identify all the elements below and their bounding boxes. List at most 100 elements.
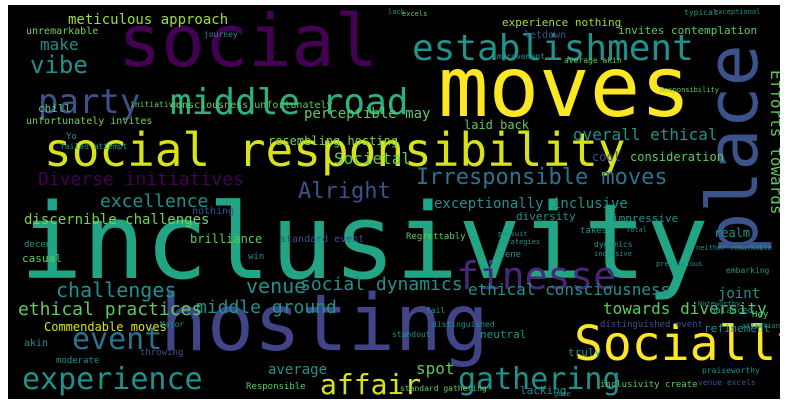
word-finesse: finesse xyxy=(456,254,617,298)
word-diversity: diversity xyxy=(516,210,576,223)
word-impressive: impressive xyxy=(612,212,679,225)
word-joint: joint xyxy=(718,286,761,302)
word-middle-road: middle road xyxy=(170,82,409,123)
word-casual: casual xyxy=(22,252,62,265)
word-improvement: improvement xyxy=(492,52,545,61)
word-standout: standout xyxy=(392,330,431,339)
word-nothing: nothing xyxy=(192,206,235,217)
word-prestigious: prestigious xyxy=(656,260,703,268)
word-truly: truly xyxy=(568,346,602,359)
word-initiatives: initiatives xyxy=(130,100,183,109)
word-praiseworthy: praiseworthy xyxy=(702,366,760,375)
word-experience: experience xyxy=(22,362,203,397)
word-neutral: neutral xyxy=(480,328,527,341)
word-excels: excels xyxy=(402,10,428,18)
word-decent: decent xyxy=(24,240,57,250)
word-cloud: inclusivity hosting moves social social … xyxy=(8,5,780,399)
word-yo: Yo xyxy=(66,132,77,142)
word-distinguished: distinguished xyxy=(432,320,495,329)
word-consciousness-unfortunately: consciousness unfortunately xyxy=(170,100,333,111)
word-neither-remarkable: neither remarkable xyxy=(696,244,772,252)
word-inclusivity-create: inclusivity create xyxy=(600,380,698,390)
word-party: party xyxy=(38,82,141,122)
word-average-akin: average akin xyxy=(564,56,622,65)
word-chill: chill xyxy=(38,102,72,115)
word-responsible: Responsible xyxy=(246,382,306,392)
word-efforts-towards: Efforts towards xyxy=(767,70,780,215)
word-experience-nothing: experience nothing xyxy=(502,16,622,29)
word-distinguished-event: distinguished event xyxy=(600,320,703,330)
word-hosting: hosting xyxy=(160,279,489,369)
word-challenges: challenges xyxy=(56,278,177,302)
word-exceptional: exceptional xyxy=(714,8,761,16)
word-middle-ground: middle ground xyxy=(196,297,337,318)
word-venue-excels: venue excels xyxy=(698,378,756,387)
word-social-dynamics: social dynamics xyxy=(300,274,463,295)
word-perceptible-may: perceptible may xyxy=(304,106,431,122)
word-total: Total xyxy=(626,226,648,234)
word-brilliance: brilliance xyxy=(190,232,263,246)
word-pursuit: pursuit xyxy=(498,230,528,238)
word-throwing: throwing xyxy=(140,348,184,358)
word-strategies: strategies xyxy=(498,238,541,246)
word-towards-diversity: towards diversity xyxy=(603,299,767,318)
word-scene: scene xyxy=(494,250,522,260)
word-unremarkable: unremarkable xyxy=(26,26,99,37)
word-vibe: vibe xyxy=(30,51,88,79)
word-resembling-hosting: resembling hosting xyxy=(268,134,399,148)
word-gathering: gathering xyxy=(458,362,621,397)
word-akin: akin xyxy=(24,338,49,349)
word-embarking: embarking xyxy=(726,266,770,275)
word-discernible-challenges: discernible challenges xyxy=(24,212,210,228)
word-major: Major xyxy=(160,320,185,329)
word-lack: lack xyxy=(388,8,405,16)
word-ethical-practices: ethical practices xyxy=(18,299,203,320)
word-spot: spot xyxy=(416,359,455,378)
word-social-responsibility: social responsibility xyxy=(44,123,626,177)
word-commendable-moves: Commendable moves xyxy=(44,320,167,334)
word-social: social xyxy=(118,5,379,83)
word-affair: affair xyxy=(320,368,422,399)
word-make: make xyxy=(40,35,79,54)
word-moderate: moderate xyxy=(56,356,100,366)
word-takes: takes xyxy=(580,226,608,236)
word-refinement: refinement xyxy=(704,322,771,335)
word-failed-attempt: failed attempt xyxy=(60,142,128,151)
word-excellence: excellence xyxy=(100,191,209,212)
word-moves: moves xyxy=(438,38,691,136)
word-socially: Socially xyxy=(574,316,780,372)
word-societal: Societal xyxy=(334,149,412,168)
word-inclusivity: inclusivity xyxy=(20,181,709,303)
word-ethical-consciousness: ethical consciousness xyxy=(468,280,671,299)
word-noteworthy: Noteworthy xyxy=(698,300,741,308)
word-laid-back: laid back xyxy=(464,118,530,132)
word-dynamics: dynamics xyxy=(594,240,633,249)
word-game: game xyxy=(554,390,571,398)
word-attention: attention xyxy=(742,322,780,330)
word-regrettably: Regrettably xyxy=(406,232,466,242)
word-consideration: consideration xyxy=(630,150,724,164)
word-diverse-initiatives: Diverse initiatives xyxy=(38,169,244,190)
word-unfortunately-invites: unfortunately invites xyxy=(26,116,153,127)
word-realm: realm xyxy=(714,226,751,240)
word-lacking: lacking xyxy=(520,384,567,397)
word-standard-gathering: standard gathering xyxy=(400,384,487,393)
word-meticulous-approach: meticulous approach xyxy=(68,12,229,28)
word-letdown: letdown xyxy=(524,30,567,41)
word-responsibility: Responsibility xyxy=(660,86,720,94)
word-overall-ethical: overall ethical xyxy=(573,125,718,144)
word-invites-contemplation: invites contemplation xyxy=(618,24,758,37)
word-fail: fail xyxy=(426,306,446,315)
word-alright: Alright xyxy=(298,179,391,204)
word-typical: typical xyxy=(684,8,718,17)
word-irresponsible-moves: Irresponsible moves xyxy=(416,165,668,190)
word-hey: Hey xyxy=(752,310,769,320)
word-establishment: establishment xyxy=(412,28,694,69)
word-average: average xyxy=(268,362,328,378)
word-inclusive: inclusive xyxy=(594,250,632,258)
word-standard-event: standard event xyxy=(280,234,365,245)
word-exceptionally-inclusive: exceptionally inclusive xyxy=(434,196,628,212)
word-journey: journey xyxy=(204,30,238,39)
word-win: win xyxy=(248,252,265,262)
word-event: event xyxy=(72,322,163,357)
